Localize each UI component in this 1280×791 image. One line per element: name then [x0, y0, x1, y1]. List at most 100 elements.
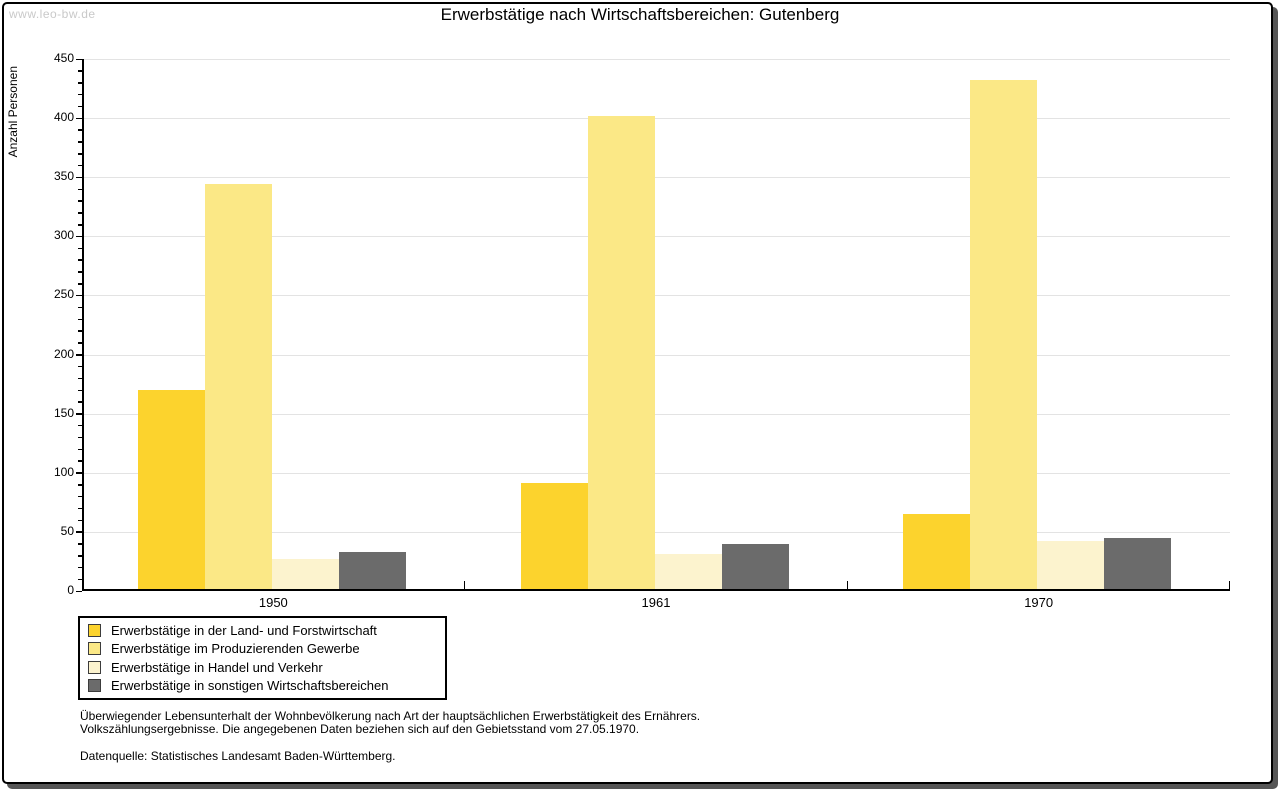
- y-axis-tick-label: 200: [53, 346, 74, 361]
- y-gridline: [82, 531, 1230, 533]
- legend-label-series-2: Erwerbstätige im Produzierenden Gewerbe: [111, 641, 360, 657]
- y-axis-major-tick: [76, 117, 82, 120]
- legend-item: Erwerbstätige in sonstigen Wirtschaftsbe…: [88, 678, 437, 693]
- y-axis-minor-tick: [78, 365, 82, 368]
- bar-1950-series-4: [339, 552, 406, 591]
- bar-1961-series-2: [587, 115, 655, 591]
- bar-1970-series-4: [1104, 537, 1172, 591]
- y-axis-minor-tick: [78, 129, 82, 131]
- bar-1950-series-1: [138, 390, 205, 591]
- y-gridline: [82, 236, 1230, 238]
- y-axis-minor-tick: [78, 436, 82, 439]
- y-axis-minor-tick: [78, 543, 82, 545]
- bar-1950-series-2: [205, 184, 272, 591]
- y-axis-major-tick: [76, 176, 82, 179]
- y-axis-minor-tick: [78, 82, 82, 84]
- y-axis-major-tick: [76, 235, 82, 238]
- y-axis-tick-label: 350: [53, 169, 74, 184]
- bar-1961-series-3: [654, 554, 722, 591]
- y-axis-minor-tick: [78, 578, 82, 581]
- y-axis-minor-tick: [78, 141, 82, 143]
- y-axis-minor-tick: [78, 507, 82, 510]
- y-axis-minor-tick: [78, 555, 82, 557]
- y-axis-label: Anzahl Personen: [6, 66, 20, 158]
- watermark-url: www.leo-bw.de: [9, 7, 96, 21]
- y-axis-minor-tick: [78, 495, 82, 498]
- y-axis-major-tick: [76, 354, 82, 356]
- chart-title: Erwerbstätige nach Wirtschaftsbereichen:…: [440, 5, 840, 24]
- y-axis-major-tick: [76, 294, 82, 297]
- bar-1961-series-4: [721, 543, 789, 591]
- y-axis-minor-tick: [78, 200, 82, 202]
- y-gridline: [82, 354, 1230, 356]
- y-axis-minor-tick: [78, 424, 82, 427]
- legend-label-series-3: Erwerbstätige in Handel und Verkehr: [111, 659, 323, 675]
- y-gridline: [82, 177, 1230, 179]
- y-axis-tick-label: 450: [53, 51, 74, 65]
- y-gridline: [82, 413, 1230, 415]
- y-axis-minor-tick: [78, 224, 82, 226]
- footnote-line-2: Volkszählungsergebnisse. Die angegebenen…: [80, 722, 640, 736]
- x-axis-end-tick: [1228, 581, 1230, 589]
- y-axis-minor-tick: [78, 342, 82, 344]
- legend-label-series-4: Erwerbstätige in sonstigen Wirtschaftsbe…: [111, 678, 389, 694]
- y-axis-minor-tick: [78, 70, 82, 72]
- legend-item: Erwerbstätige im Produzierenden Gewerbe: [88, 641, 437, 656]
- legend-label-series-1: Erwerbstätige in der Land- und Forstwirt…: [111, 622, 377, 638]
- y-axis-minor-tick: [78, 153, 82, 155]
- y-axis-minor-tick: [78, 566, 82, 569]
- y-axis-major-tick: [76, 590, 82, 592]
- y-axis-tick-label: 150: [53, 405, 74, 420]
- y-axis-minor-tick: [78, 283, 82, 285]
- x-axis-boundary-tick: [846, 581, 849, 589]
- legend-swatch-series-2: [88, 642, 101, 656]
- y-axis-tick-label: 50: [60, 523, 74, 538]
- legend-item: Erwerbstätige in der Land- und Forstwirt…: [88, 623, 437, 638]
- footnote-line-1: Überwiegender Lebensunterhalt der Wohnbe…: [80, 709, 701, 723]
- bar-1961-series-1: [520, 483, 588, 591]
- y-axis-major-tick: [76, 58, 82, 60]
- y-axis-minor-tick: [78, 519, 82, 522]
- legend: Erwerbstätige in der Land- und Forstwirt…: [78, 616, 447, 700]
- y-axis-major-tick: [76, 531, 82, 533]
- y-axis-minor-tick: [78, 401, 82, 403]
- y-axis-minor-tick: [78, 330, 82, 332]
- data-source: Datenquelle: Statistisches Landesamt Bad…: [80, 749, 396, 763]
- bar-1970-series-1: [903, 514, 971, 591]
- y-axis-major-tick: [76, 472, 82, 474]
- y-axis-minor-tick: [78, 259, 82, 261]
- y-axis-minor-tick: [78, 105, 82, 108]
- y-axis-minor-tick: [78, 460, 82, 462]
- x-axis-boundary-tick: [463, 581, 466, 589]
- x-axis-category-label: 1970: [1024, 595, 1054, 610]
- y-axis-tick-label: 400: [53, 110, 74, 125]
- x-axis-line: [82, 589, 1230, 591]
- y-axis-minor-tick: [78, 164, 82, 167]
- y-axis-minor-tick: [78, 306, 82, 309]
- y-axis-tick-label: 100: [53, 464, 74, 479]
- y-axis-tick-label: 300: [53, 228, 74, 243]
- y-gridline: [82, 472, 1230, 474]
- legend-swatch-series-4: [88, 679, 101, 693]
- x-axis-category-label: 1950: [258, 595, 288, 610]
- y-axis-tick-label: 0: [67, 583, 74, 597]
- y-axis-minor-tick: [78, 271, 82, 273]
- y-axis-minor-tick: [78, 484, 82, 486]
- y-axis-tick-label: 250: [53, 287, 74, 302]
- bar-1970-series-3: [1037, 541, 1105, 591]
- y-axis-minor-tick: [78, 377, 82, 380]
- y-axis-minor-tick: [78, 247, 82, 250]
- y-axis-minor-tick: [78, 93, 82, 96]
- legend-item: Erwerbstätige in Handel und Verkehr: [88, 660, 437, 675]
- y-axis-line: [82, 59, 84, 591]
- y-axis-minor-tick: [78, 318, 82, 321]
- x-axis-category-label: 1961: [641, 595, 671, 610]
- y-axis-minor-tick: [78, 188, 82, 191]
- y-gridline: [82, 59, 1230, 60]
- y-axis-minor-tick: [78, 389, 82, 392]
- y-axis-major-tick: [76, 413, 82, 415]
- plot-area: 0 50 100 150 200 250 300 350 400 450: [54, 51, 1230, 597]
- y-gridline: [82, 118, 1230, 120]
- bar-1950-series-3: [272, 559, 339, 591]
